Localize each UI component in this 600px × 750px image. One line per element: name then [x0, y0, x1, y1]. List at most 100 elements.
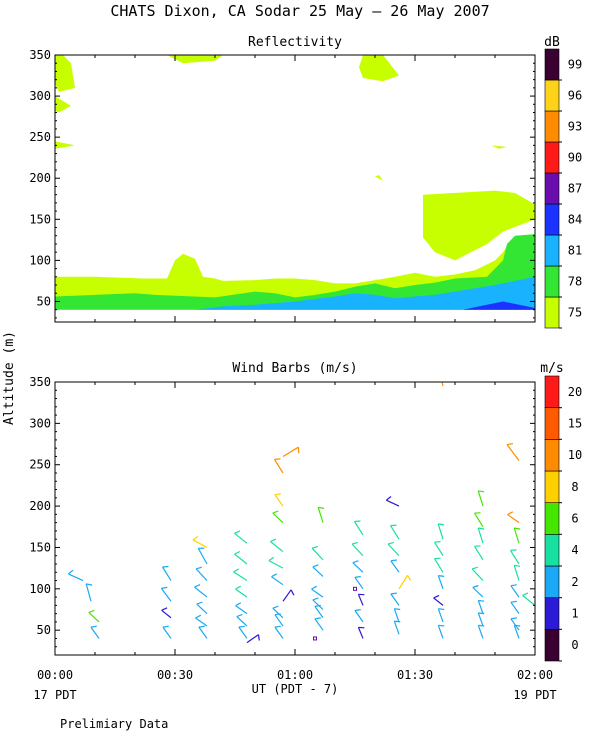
x-tick-label: 01:00: [277, 668, 313, 682]
wind-barb: [390, 592, 400, 606]
wind-barb: [314, 617, 324, 631]
colorbar-swatch: [544, 502, 560, 535]
wind-barb: [433, 557, 444, 573]
contour-75db-5: [167, 55, 223, 64]
contour-84db-11: [463, 301, 535, 310]
figure-title: CHATS Dixon, CA Sodar 25 May – 26 May 20…: [110, 2, 489, 20]
wind-title: Wind Barbs (m/s): [232, 361, 357, 376]
wind-barb: [477, 490, 485, 507]
wind-barb: [357, 626, 365, 639]
wind-barb: [472, 584, 484, 598]
colorbar-tick-label: 99: [568, 58, 582, 72]
wind-barb: [274, 613, 284, 627]
wind-barb: [513, 624, 521, 639]
wind-barb: [433, 594, 444, 606]
x-tick-label: 00:00: [37, 668, 73, 682]
wind-barb: [85, 583, 93, 602]
y-tick-label: 150: [29, 212, 51, 226]
contour-75db-8: [491, 145, 507, 149]
colorbar-swatch: [544, 628, 560, 662]
wind-barb: [311, 545, 324, 561]
x-tick-label: 01:30: [397, 668, 433, 682]
right-day-label: 19 PDT: [513, 688, 556, 702]
footer-note: Prelimiary Data: [60, 717, 168, 731]
colorbar-tick-label: 93: [568, 120, 582, 134]
colorbar-swatch: [544, 375, 560, 409]
contour-75db-4: [55, 141, 75, 149]
colorbar-tick-label: 87: [568, 182, 582, 196]
y-tick-label: 100: [29, 253, 51, 267]
colorbar-tick-label: 84: [568, 213, 582, 227]
wind-barb: [354, 575, 364, 590]
wind-barb: [271, 573, 284, 586]
wind-barb: [246, 634, 260, 644]
colorbar-tick-label: 6: [571, 512, 578, 526]
wind-barb: [238, 625, 248, 639]
wind-barb: [513, 564, 521, 581]
colorbar-tick-label: 81: [568, 244, 582, 258]
wind-barb: [353, 520, 364, 536]
contour-75db-1: [423, 190, 535, 261]
wind-barb: [197, 547, 208, 565]
wind-barb: [272, 510, 284, 524]
wind-barb: [195, 566, 208, 581]
wind-barb: [477, 527, 485, 544]
y-tick-label: 100: [29, 582, 51, 596]
wind-barb: [437, 624, 445, 639]
wind-barb: [351, 541, 364, 557]
wind-barb: [161, 607, 172, 619]
wind-barb: [437, 608, 445, 623]
wind-units: m/s: [540, 361, 563, 376]
left-day-label: 17 PDT: [33, 688, 76, 702]
colorbar-tick-label: 0: [571, 638, 578, 652]
wind-barb: [473, 512, 484, 528]
wind-barb: [477, 599, 485, 614]
reflectivity-axes: 50 100 150 200 250 300 350: [29, 48, 536, 323]
calm-marker: [313, 636, 317, 641]
y-tick-label: 300: [29, 89, 51, 103]
wind-barb: [437, 575, 445, 590]
y-tick-label: 200: [29, 171, 51, 185]
y-tick-label: 250: [29, 458, 51, 472]
colorbar-tick-label: 90: [568, 151, 582, 165]
wind-barb: [513, 527, 521, 544]
wind-barb: [357, 593, 365, 606]
wind-barb: [68, 569, 84, 582]
wind-barb: [160, 586, 172, 602]
wind-barb: [506, 443, 520, 461]
wind-barb: [273, 458, 284, 474]
x-tick-label: 02:00: [517, 668, 553, 682]
colorbar-swatch: [544, 296, 560, 329]
wind-barb: [510, 617, 520, 631]
wind-barb: [390, 559, 400, 573]
colorbar-swatch: [544, 234, 560, 267]
colorbar-tick-label: 78: [568, 275, 582, 289]
wind-barb: [387, 541, 400, 557]
wind-barb: [198, 625, 208, 639]
wind-barb: [233, 568, 248, 582]
colorbar-tick-label: 2: [571, 575, 578, 589]
wind-barb: [88, 609, 100, 623]
wind-barb: [235, 585, 248, 598]
contour-75db-6: [359, 55, 399, 82]
wind-barb: [234, 530, 248, 544]
colorbar-tick-label: 96: [568, 89, 582, 103]
colorbar-tick-label: 10: [568, 448, 582, 462]
wind-barb: [441, 382, 444, 387]
colorbar-swatch: [544, 565, 560, 599]
reflectivity-units: dB: [544, 35, 560, 50]
wind-barb: [317, 506, 325, 523]
contour-81db-10: [195, 276, 535, 310]
wind-barb: [234, 550, 248, 565]
y-tick-label: 50: [37, 623, 51, 637]
wind-barb: [473, 545, 484, 561]
wind-barb: [274, 625, 284, 639]
colorbar-swatch: [544, 407, 560, 440]
wind-barb: [196, 601, 208, 615]
colorbar-tick-label: 8: [571, 480, 578, 494]
wind-barb: [510, 600, 520, 614]
wind-barb: [471, 566, 484, 581]
wind-barb: [437, 523, 445, 540]
wind-barb: [235, 602, 248, 615]
wind-barb: [274, 493, 284, 507]
